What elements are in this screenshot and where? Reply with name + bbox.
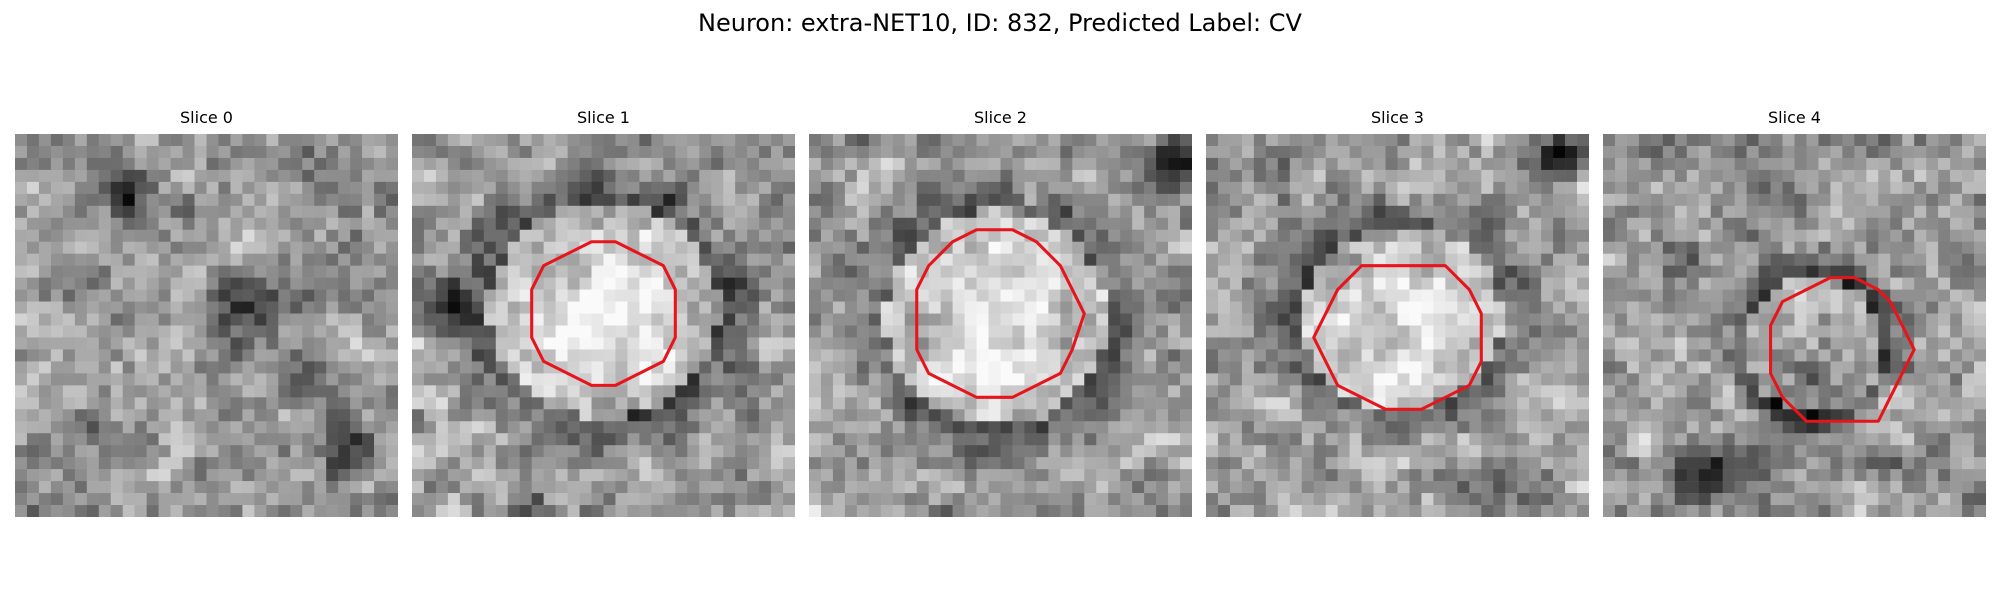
roi-contour: [530, 240, 677, 387]
figure-title: Neuron: extra-NET10, ID: 832, Predicted …: [698, 9, 1302, 37]
slice-image-4: [1603, 134, 1986, 517]
slice-title-1: Slice 1: [577, 108, 630, 127]
roi-contour: [1312, 264, 1483, 411]
slice-panel-4: Slice 4: [1603, 108, 1986, 517]
slice-title-2: Slice 2: [974, 108, 1027, 127]
slice-title-3: Slice 3: [1371, 108, 1424, 127]
slice-panel-2: Slice 2: [809, 108, 1192, 517]
slice-title-0: Slice 0: [180, 108, 233, 127]
roi-contour: [1769, 276, 1916, 423]
slice-title-4: Slice 4: [1768, 108, 1821, 127]
slice-image-0: [15, 134, 398, 517]
slice-image-2: [809, 134, 1192, 517]
slice-panel-1: Slice 1: [412, 108, 795, 517]
roi-contour: [915, 228, 1086, 399]
slice-panel-3: Slice 3: [1206, 108, 1589, 517]
slice-image-1: [412, 134, 795, 517]
slice-panel-0: Slice 0: [15, 108, 398, 517]
slice-image-3: [1206, 134, 1589, 517]
